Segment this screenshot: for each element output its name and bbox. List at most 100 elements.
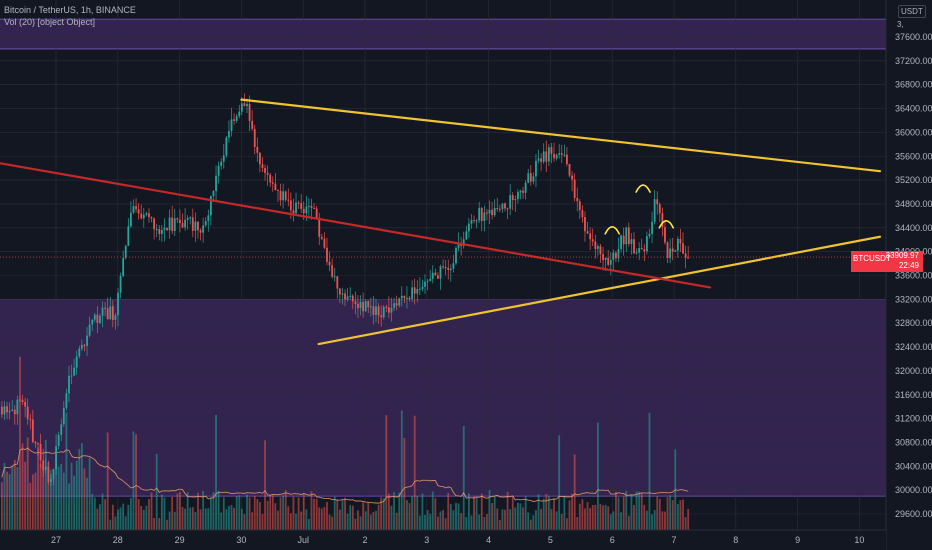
yellow-trendline-1 [317, 235, 882, 346]
candle-body [217, 165, 220, 176]
price-tick-label: 34400.00 [895, 223, 932, 233]
candle-body [104, 307, 106, 309]
price-tick-label: 32800.00 [895, 318, 932, 328]
volume-bar [266, 500, 269, 530]
candle-body [522, 190, 524, 193]
candle-body [338, 288, 341, 295]
candle-body [184, 219, 186, 228]
time-tick-label: 29 [175, 535, 185, 545]
candle-body [320, 236, 323, 239]
volume-bar [109, 519, 112, 530]
volume-bar [388, 493, 390, 530]
candle-body [393, 303, 395, 308]
candle-body [292, 210, 295, 214]
candle-body [57, 434, 60, 447]
candle-body [34, 442, 37, 444]
candle-body [215, 175, 217, 192]
candle-body [222, 155, 225, 162]
candle-body [676, 238, 679, 251]
volume-bar [78, 449, 81, 530]
volume-bar [106, 432, 109, 530]
volume-bar [380, 497, 383, 530]
volume-bar [480, 493, 483, 530]
candle-body [24, 402, 27, 407]
volume-bar [62, 472, 65, 530]
price-axis-bg [886, 0, 932, 550]
candle-body [571, 175, 573, 180]
candle-body [150, 217, 153, 219]
volume-bar [372, 511, 375, 530]
volume-bar [509, 509, 512, 530]
volume-bar [248, 497, 251, 530]
grid-lines [0, 0, 886, 530]
candle-body [344, 293, 346, 300]
candle-body [13, 409, 16, 415]
volume-bar [553, 498, 555, 530]
candle-body [491, 209, 493, 216]
symbol-legend[interactable]: Bitcoin / TetherUS, 1h, BINANCE [4, 5, 136, 15]
candle-body [37, 443, 39, 445]
candle-body [204, 220, 207, 226]
volume-bar [60, 463, 63, 530]
candle-body [633, 239, 635, 254]
volume-bar [656, 496, 659, 530]
candle-body [318, 217, 321, 237]
volume-bar [406, 500, 408, 530]
candle-body [331, 265, 334, 277]
candle-body [160, 229, 163, 234]
volume-bar [393, 492, 395, 530]
volume-bar [344, 497, 346, 530]
candle-body [238, 111, 241, 117]
volume-bar [96, 508, 99, 530]
candle-body [65, 393, 68, 408]
candle-body [589, 233, 592, 240]
volume-bar [547, 495, 550, 530]
candle-body [11, 409, 14, 412]
annotation-drawings[interactable] [604, 184, 675, 235]
volume-bar [519, 503, 522, 530]
volume-bar [148, 499, 150, 530]
volume-bar [202, 491, 205, 530]
candle-body [395, 303, 398, 306]
volume-bar [155, 453, 158, 530]
candle-body [148, 213, 150, 218]
price-tick-label: 35200.00 [895, 175, 932, 185]
volume-bar [24, 461, 27, 530]
volume-bar [34, 472, 37, 530]
candle-body [648, 233, 651, 237]
candle-body [91, 319, 94, 325]
currency-button[interactable]: USDT [898, 5, 926, 18]
candle-body [199, 230, 202, 233]
candle-body [599, 246, 602, 255]
volume-bar [328, 514, 331, 530]
candle-body [426, 280, 429, 282]
annotation-arc-0 [604, 226, 620, 235]
candle-body [483, 212, 486, 222]
candle-body [372, 306, 375, 316]
volume-legend[interactable]: Vol (20) [object Object] [4, 17, 96, 27]
volume-bar [367, 502, 370, 530]
price-tick-label: 32400.00 [895, 342, 932, 352]
volume-bar [529, 519, 532, 530]
candle-body [70, 375, 73, 377]
volume-bar [184, 508, 186, 530]
volume-bar [455, 502, 457, 530]
candle-body [142, 214, 145, 219]
volume-bar [609, 514, 612, 530]
volume-bar [398, 492, 401, 530]
volume-bar [233, 507, 235, 530]
volume-bar [615, 491, 617, 530]
volume-bar [230, 505, 233, 530]
volume-bar [341, 500, 344, 530]
volume-bar [39, 463, 42, 530]
volume-bar [320, 508, 323, 530]
candle-body [620, 235, 622, 250]
trendline-drawings[interactable] [0, 98, 882, 346]
volume-bar [439, 511, 442, 530]
volume-bar [26, 437, 29, 530]
volume-bar [602, 505, 604, 530]
time-tick-label: 9 [795, 535, 800, 545]
candle-body [506, 208, 509, 210]
